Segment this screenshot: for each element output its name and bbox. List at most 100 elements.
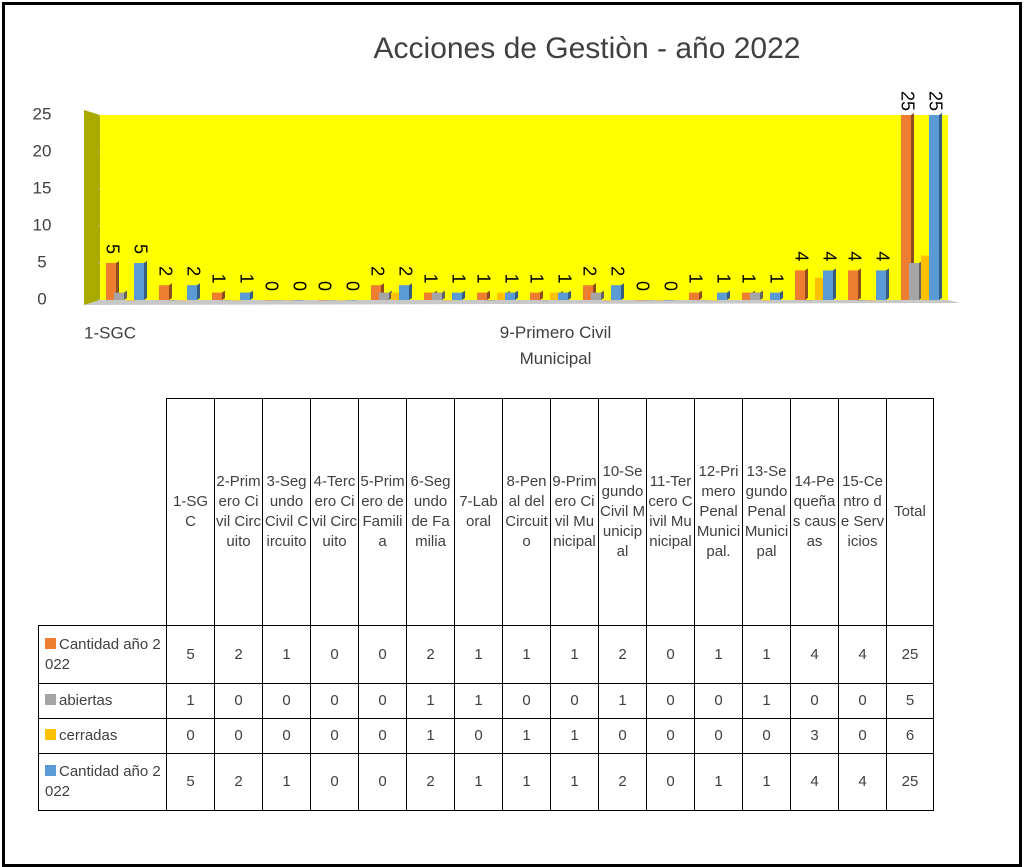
bar — [689, 292, 699, 300]
data-label: 0 — [632, 281, 652, 291]
value-cell: 0 — [214, 718, 263, 754]
value-cell: 5 — [166, 625, 215, 684]
bar-side — [487, 290, 490, 300]
value-cell: 1 — [742, 753, 791, 811]
value-cell: 0 — [310, 753, 359, 811]
y-tick-label: 0 — [37, 289, 46, 308]
bar — [558, 292, 568, 300]
value-cell: 2 — [214, 753, 263, 811]
category-header: 8-Penal del Circuito — [502, 398, 551, 626]
value-cell: 0 — [646, 718, 695, 754]
value-cell: 2 — [406, 625, 455, 684]
bar-side — [250, 290, 253, 300]
data-label: 0 — [289, 281, 309, 291]
bar — [379, 292, 389, 300]
bar — [823, 270, 833, 300]
series-row: cerradas 0 0 0 0 0 1 0 1 1 0 0 0 0 3 0 6 — [38, 718, 934, 754]
bar — [497, 292, 507, 300]
bar-side — [116, 261, 119, 300]
legend-key — [45, 694, 56, 705]
bar — [909, 263, 919, 300]
value-cell: 1 — [454, 753, 503, 811]
bar — [583, 285, 593, 300]
value-cell: 1 — [262, 753, 311, 811]
bar-side — [727, 290, 730, 300]
data-label: 2 — [155, 266, 175, 276]
value-cell: 0 — [838, 718, 887, 754]
bar — [159, 285, 169, 300]
bar — [338, 300, 348, 301]
value-cell: 1 — [406, 683, 455, 719]
bar — [220, 300, 230, 301]
bar — [636, 300, 646, 301]
value-cell: 0 — [790, 683, 839, 719]
data-label: 0 — [660, 281, 680, 291]
value-cell: 1 — [166, 683, 215, 719]
category-header: 3-Segundo Civil Circuito — [262, 398, 311, 626]
value-cell: 1 — [550, 753, 599, 811]
value-cell: 0 — [694, 683, 743, 719]
value-cell: 1 — [262, 625, 311, 684]
data-label: 2 — [579, 266, 599, 276]
category-header: 4-Tercero Civil Circuito — [310, 398, 359, 626]
data-label: 2 — [607, 266, 627, 276]
data-label: 1 — [685, 274, 705, 284]
bar — [603, 300, 613, 301]
category-header: 6-Segundo de Familia — [406, 398, 455, 626]
value-cell: 0 — [646, 753, 695, 811]
value-cell: 1 — [454, 625, 503, 684]
legend-key — [45, 765, 56, 776]
legend-label: cerradas — [59, 727, 118, 744]
bar — [477, 292, 487, 300]
value-cell: 4 — [790, 625, 839, 684]
data-label: 1 — [501, 274, 521, 284]
data-table: 1-SGC 2-Primero Civil Circuito 3-Segundo C… — [38, 398, 934, 811]
value-cell: 1 — [694, 753, 743, 811]
value-cell: 0 — [838, 683, 887, 719]
value-cell: 1 — [742, 625, 791, 684]
bar — [444, 300, 454, 301]
value-cell: 0 — [358, 683, 407, 719]
bar — [452, 292, 462, 300]
bar-side — [780, 290, 783, 300]
bar — [391, 292, 401, 300]
bar-side — [197, 283, 200, 300]
value-cell: 5 — [886, 683, 934, 719]
value-cell: 0 — [262, 718, 311, 754]
data-label: 25 — [897, 91, 917, 111]
bar — [762, 300, 772, 301]
category-header: 14-Pequeñas causas — [790, 398, 839, 626]
floor — [84, 300, 960, 305]
data-label: 4 — [844, 251, 864, 261]
back-wall — [100, 115, 948, 300]
bar — [750, 292, 760, 300]
value-cell: 4 — [838, 753, 887, 811]
header-row: 1-SGC 2-Primero Civil Circuito 3-Segundo C… — [38, 398, 934, 626]
bar — [114, 292, 124, 300]
series-label: abiertas — [38, 683, 167, 719]
value-cell: 4 — [838, 625, 887, 684]
y-tick-label: 10 — [33, 215, 52, 234]
bar — [273, 300, 283, 301]
bar-side — [833, 268, 836, 300]
data-label: 2 — [183, 266, 203, 276]
x-tick-label: 1-SGC — [84, 323, 136, 342]
value-cell: 1 — [598, 683, 647, 719]
bar — [179, 300, 189, 301]
bar — [346, 300, 356, 301]
bar — [293, 300, 303, 301]
y-tick-label: 25 — [33, 104, 52, 123]
value-cell: 0 — [358, 718, 407, 754]
bar — [285, 300, 295, 301]
bar — [929, 115, 939, 300]
bar — [424, 292, 434, 300]
bar-side — [858, 268, 861, 300]
value-cell: 0 — [358, 625, 407, 684]
value-cell: 5 — [166, 753, 215, 811]
value-cell: 2 — [598, 753, 647, 811]
bar-side — [886, 268, 889, 300]
bar — [856, 300, 866, 301]
bar-side — [568, 290, 571, 300]
bar-side — [144, 261, 147, 300]
